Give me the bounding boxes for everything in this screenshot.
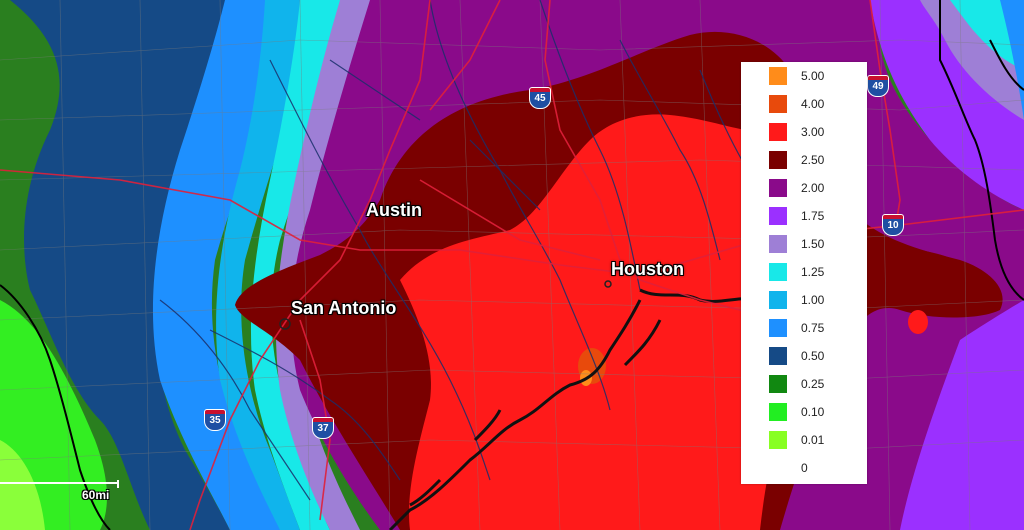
legend-swatch [769, 319, 787, 337]
legend-label: 0.10 [801, 405, 825, 419]
scale-bar-label: 60mi [82, 488, 110, 502]
legend-label: 0.01 [801, 433, 825, 447]
interstate-37-label: 37 [317, 423, 329, 434]
legend-item: 1.75 [769, 206, 865, 226]
legend-swatch [769, 291, 787, 309]
interstate-10-shield: 10 [882, 214, 904, 236]
scale-bar-tick [117, 480, 119, 488]
legend-swatch [769, 67, 787, 85]
interstate-35-label: 35 [209, 415, 221, 426]
legend-item: 4.00 [769, 94, 865, 114]
legend-swatch [769, 179, 787, 197]
legend-label: 0.50 [801, 349, 825, 363]
interstate-10-label: 10 [887, 220, 899, 231]
scale-bar-line [0, 482, 118, 484]
legend-item: 2.50 [769, 150, 865, 170]
legend-swatch [769, 459, 787, 477]
interstate-49-shield: 49 [867, 75, 889, 97]
legend-swatch [769, 263, 787, 281]
legend-item: 0.50 [769, 346, 865, 366]
legend-item: 0.25 [769, 374, 865, 394]
legend-swatch [769, 347, 787, 365]
interstate-49-label: 49 [872, 81, 884, 92]
legend-label: 1.50 [801, 237, 825, 251]
legend-swatch [769, 375, 787, 393]
legend-swatch [769, 151, 787, 169]
legend-label: 0 [801, 461, 808, 475]
legend-swatch [769, 207, 787, 225]
interstate-35-shield: 35 [204, 409, 226, 431]
legend-swatch [769, 431, 787, 449]
legend-label: 0.25 [801, 377, 825, 391]
legend-label: 1.25 [801, 265, 825, 279]
legend-label: 3.00 [801, 125, 825, 139]
legend-swatch [769, 123, 787, 141]
legend-item: 1.50 [769, 234, 865, 254]
legend-item: 2.00 [769, 178, 865, 198]
interstate-45-label: 45 [534, 93, 546, 104]
legend-swatch [769, 235, 787, 253]
legend-label: 2.50 [801, 153, 825, 167]
legend-item: 0.01 [769, 430, 865, 450]
legend-label: 0.75 [801, 321, 825, 335]
legend-label: 5.00 [801, 69, 825, 83]
legend-item: 1.25 [769, 262, 865, 282]
city-label-houston: Houston [611, 259, 684, 279]
legend-label: 4.00 [801, 97, 825, 111]
legend-swatch [769, 403, 787, 421]
scale-bar: 60mi [0, 480, 120, 504]
legend-swatch [769, 95, 787, 113]
legend-item: 0.10 [769, 402, 865, 422]
interstate-37-shield: 37 [312, 417, 334, 439]
legend-label: 1.75 [801, 209, 825, 223]
legend-item: 0 [769, 458, 865, 478]
city-label-san-antonio: San Antonio [291, 298, 397, 318]
city-label-austin: Austin [366, 200, 422, 220]
legend-item: 1.00 [769, 290, 865, 310]
legend-item: 3.00 [769, 122, 865, 142]
legend-label: 2.00 [801, 181, 825, 195]
legend-label: 1.00 [801, 293, 825, 307]
interstate-45-shield: 45 [529, 87, 551, 109]
legend-item: 0.75 [769, 318, 865, 338]
legend-item: 5.00 [769, 66, 865, 86]
precipitation-legend: 5.00 4.00 3.00 2.50 2.00 1.75 1.50 1.25 … [741, 62, 867, 484]
